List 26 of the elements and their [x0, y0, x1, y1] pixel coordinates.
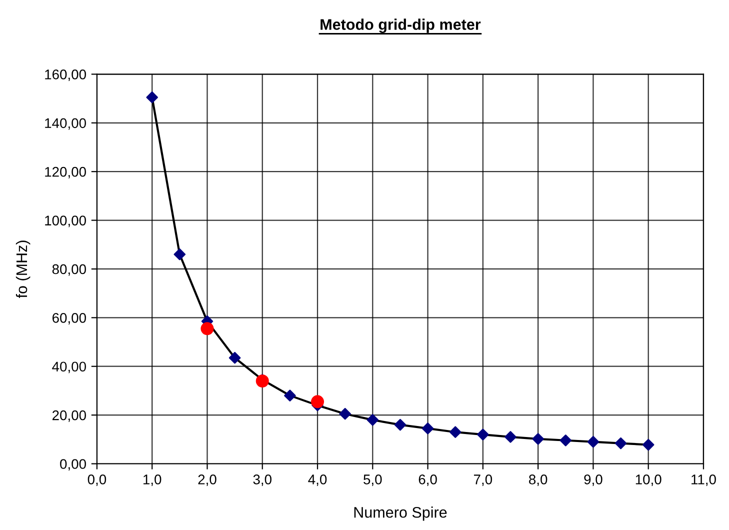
y-tick-label: 0,00 [60, 459, 86, 471]
x-tick-label: 9,0 [584, 474, 602, 486]
y-tick-label: 160,00 [45, 70, 86, 82]
x-tick-label: 1,0 [144, 474, 162, 486]
x-tick-label: 5,0 [364, 474, 382, 486]
y-tick-label: 140,00 [45, 118, 86, 130]
x-tick-label: 7,0 [474, 474, 492, 486]
point [311, 395, 324, 408]
x-tick-label: 6,0 [418, 474, 437, 486]
x-tick-label: 11,0 [692, 474, 716, 486]
point [200, 322, 214, 336]
x-axis-title: Numero Spire [354, 506, 447, 521]
chart-title: Metodo grid-dip meter [320, 18, 481, 33]
y-tick-label: 120,00 [45, 166, 86, 178]
x-tick-label: 3,0 [253, 474, 272, 486]
x-tick-label: 8,0 [529, 474, 548, 486]
y-tick-label: 80,00 [52, 264, 86, 276]
x-tick-label: 0,0 [88, 474, 106, 486]
y-tick-label: 60,00 [52, 313, 86, 324]
x-tick-label: 4,0 [308, 474, 327, 486]
y-tick-label: 40,00 [52, 362, 86, 374]
x-tick-label: 10,0 [636, 474, 662, 486]
x-tick-label: 2,0 [198, 474, 216, 486]
y-tick-label: 100,00 [45, 216, 86, 228]
y-axis-title: fo (MHz) [16, 240, 30, 298]
y-tick-label: 20,00 [52, 410, 86, 422]
